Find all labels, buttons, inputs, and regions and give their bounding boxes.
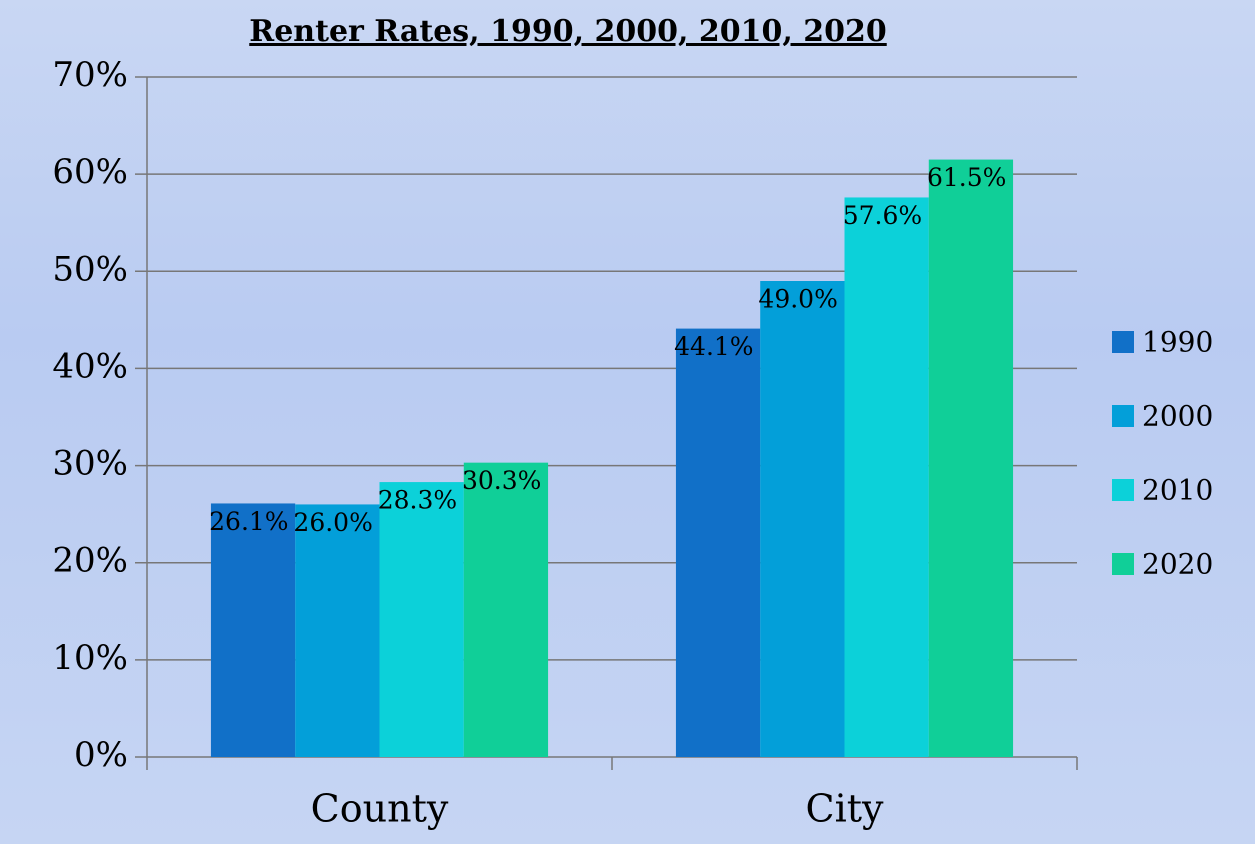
value-label: 49.0% [758, 285, 837, 314]
y-tick-label: 70% [52, 55, 128, 95]
legend-swatch [1112, 479, 1134, 501]
value-label: 44.1% [674, 332, 753, 361]
value-label: 28.3% [378, 486, 457, 515]
bar [379, 482, 464, 757]
value-label: 26.1% [209, 507, 288, 536]
value-label: 26.0% [293, 508, 372, 537]
legend-label: 2020 [1142, 548, 1213, 581]
y-tick-label: 10% [52, 638, 128, 678]
value-label: 61.5% [927, 163, 1006, 192]
value-label: 30.3% [462, 466, 541, 495]
bar [210, 503, 296, 757]
y-tick-label: 40% [52, 346, 128, 386]
legend-label: 2010 [1142, 474, 1213, 507]
bar [928, 159, 1014, 758]
legend-swatch [1112, 331, 1134, 353]
bar [675, 328, 761, 757]
chart-title: Renter Rates, 1990, 2000, 2010, 2020 [249, 14, 886, 49]
y-tick-label: 20% [52, 541, 128, 581]
y-tick-label: 50% [52, 249, 128, 289]
value-label: 57.6% [843, 201, 922, 230]
x-tick-label: City [806, 787, 884, 831]
legend-swatch [1112, 553, 1134, 575]
y-tick-label: 30% [52, 444, 128, 484]
legend-label: 2000 [1142, 400, 1213, 433]
bar [295, 504, 380, 757]
y-tick-label: 60% [52, 152, 128, 192]
y-tick-label: 0% [74, 735, 128, 775]
legend-swatch [1112, 405, 1134, 427]
legend-label: 1990 [1142, 326, 1213, 359]
x-tick-label: County [311, 787, 449, 831]
bar [844, 197, 929, 757]
bar [760, 281, 845, 757]
bar [463, 462, 549, 757]
